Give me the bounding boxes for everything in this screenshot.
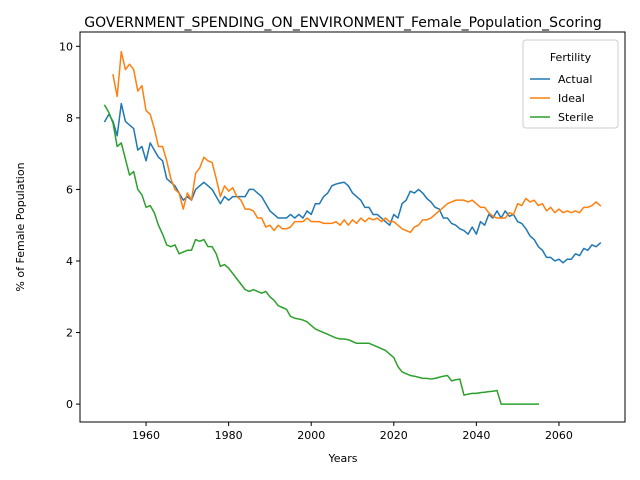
legend-title: Fertility	[550, 51, 592, 64]
legend-label-sterile: Sterile	[558, 111, 594, 124]
series-layer	[103, 50, 602, 405]
y-tick-label: 6	[66, 183, 73, 196]
series-line-ideal	[112, 50, 602, 234]
legend-box	[522, 39, 619, 129]
x-tick-label: 2040	[462, 429, 490, 442]
y-axis-label: % of Female Population	[14, 162, 27, 291]
legend-items: Actual Ideal Sterile	[530, 73, 594, 124]
legend: Fertility Actual Ideal Sterile	[522, 39, 619, 129]
y-tick-label: 8	[66, 112, 73, 125]
y-tick-label: 4	[66, 255, 73, 268]
x-tick-label: 2060	[545, 429, 573, 442]
x-tick-label: 1980	[215, 429, 243, 442]
series-line-sterile	[103, 104, 540, 405]
chart-title: GOVERNMENT_SPENDING_ON_ENVIRONMENT_Femal…	[84, 15, 602, 31]
series-line-actual	[103, 102, 602, 264]
y-tick-label: 0	[66, 398, 73, 411]
y-tick-label: 10	[59, 40, 73, 53]
x-tick-label: 1960	[132, 429, 160, 442]
legend-label-ideal: Ideal	[558, 92, 585, 105]
y-tick-label: 2	[66, 327, 73, 340]
y-axis: 0 2 4 6 8 10	[59, 40, 80, 411]
x-axis: 1960 1980 2000 2020 2040 2060	[132, 422, 573, 442]
plot-frame	[79, 31, 626, 423]
legend-label-actual: Actual	[558, 73, 592, 86]
x-axis-label: Years	[327, 452, 357, 465]
x-tick-label: 2000	[297, 429, 325, 442]
x-tick-label: 2020	[380, 429, 408, 442]
